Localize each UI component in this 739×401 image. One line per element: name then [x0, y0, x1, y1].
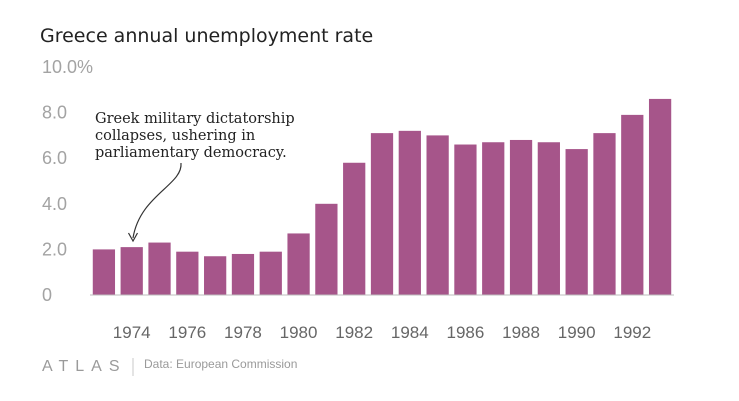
bar-1978	[231, 253, 255, 295]
bar-1990	[565, 149, 588, 295]
annotation-arrow-line	[132, 162, 182, 239]
x-tick-label: 1984	[391, 323, 429, 342]
bar-1974	[120, 247, 143, 295]
x-tick-label: 1980	[280, 323, 318, 342]
bar-1984	[398, 130, 421, 295]
bar-1975	[148, 242, 171, 295]
y-tick-label: 2.0	[42, 239, 67, 259]
x-tick-label: 1978	[224, 323, 262, 342]
bar-1982	[343, 162, 366, 295]
bar-1977	[204, 256, 227, 295]
bar-1981	[315, 203, 338, 295]
x-tick-label: 1976	[168, 323, 206, 342]
bar-1983	[370, 133, 394, 295]
y-axis-ticks: 0 2.0 4.0 6.0 8.0 10.0%	[42, 57, 93, 305]
annotation-line-2: collapses, ushering in	[95, 128, 255, 144]
x-tick-label: 1982	[335, 323, 373, 342]
bar-1989	[537, 142, 560, 295]
bar-1973	[92, 249, 116, 295]
bar-1985	[426, 135, 449, 295]
chart-title: Greece annual unemployment rate	[40, 25, 373, 47]
y-tick-label: 0	[42, 285, 52, 305]
y-tick-label: 8.0	[42, 103, 67, 123]
annotation: Greek military dictatorship collapses, u…	[95, 111, 295, 243]
annotation-line-1: Greek military dictatorship	[95, 111, 295, 127]
bar-1976	[176, 251, 199, 295]
bar-1988	[509, 139, 533, 295]
bar-1980	[287, 233, 310, 295]
bar-1979	[259, 251, 282, 295]
y-tick-label: 4.0	[42, 194, 67, 214]
y-tick-label: 6.0	[42, 148, 67, 168]
bar-1993	[648, 98, 672, 295]
bars-group	[92, 98, 672, 295]
annotation-arrow-head	[127, 232, 139, 243]
x-tick-label: 1992	[613, 323, 651, 342]
bar-1987	[482, 142, 505, 295]
x-tick-label: 1988	[502, 323, 540, 342]
x-tick-label: 1986	[447, 323, 485, 342]
source-label: Data: European Commission	[144, 357, 297, 371]
atlas-logo: ATLAS	[42, 358, 127, 375]
x-tick-label: 1990	[558, 323, 596, 342]
x-tick-label: 1974	[113, 323, 151, 342]
bar-1986	[454, 144, 477, 295]
footer: ATLAS Data: European Commission	[42, 357, 297, 376]
y-tick-label: 10.0%	[42, 57, 93, 77]
bar-1992	[621, 114, 644, 295]
bar-1991	[593, 133, 616, 295]
x-axis-ticks: 1974 1976 1978 1980 1982 1984 1986 1988 1990 1992	[113, 323, 651, 342]
annotation-line-3: parliamentary democracy.	[95, 145, 287, 161]
